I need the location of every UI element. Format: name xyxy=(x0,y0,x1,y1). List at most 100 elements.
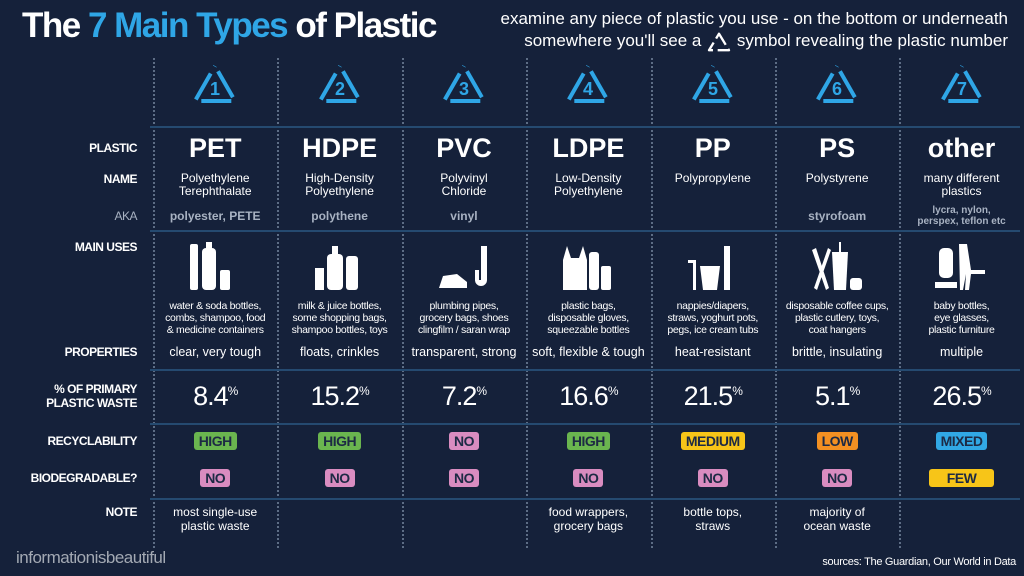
biodegradable-badge: NO xyxy=(697,468,728,487)
recyclability-badge: HIGH xyxy=(193,431,237,450)
svg-text:3: 3 xyxy=(459,79,469,99)
recyclability-badge: HIGH xyxy=(566,431,610,450)
plastic-name: many different plastics xyxy=(923,171,1000,198)
cell-other: MIXED xyxy=(899,431,1023,451)
divider xyxy=(150,423,1020,425)
cell-LDPE: plastic bags, disposable gloves, squeezabl… xyxy=(526,240,650,345)
name-row: NAME Polyethylene Terephthalate High-Densit… xyxy=(0,170,1024,202)
bag-bottle-glove-icon xyxy=(563,246,612,290)
recycle-4-icon: 4 xyxy=(566,64,611,103)
recyclability-badge: HIGH xyxy=(318,431,362,450)
cell-PET: NO xyxy=(153,468,277,488)
page-title: The 7 Main Types of Plastic xyxy=(22,6,437,45)
subtitle-line-2: somewhere you'll see a symbol revealing … xyxy=(524,31,1008,51)
cell-PS: LOW xyxy=(775,431,899,451)
cell-HDPE: HDPE xyxy=(277,133,401,164)
cell-PS: PS xyxy=(775,133,899,164)
row-label-biodegradable: BIODEGRADABLE? xyxy=(30,471,138,485)
plastic-name: Polypropylene xyxy=(674,171,751,185)
cell-PP: NO xyxy=(651,468,775,488)
recycle-3-icon: 3 xyxy=(441,64,486,103)
cell-other xyxy=(899,505,1023,543)
cell-PVC xyxy=(402,505,526,543)
properties-text: transparent, strong xyxy=(411,345,517,359)
note-text: bottle tops, straws xyxy=(683,505,743,533)
properties-row: PROPERTIES clear, very tough floats, crink… xyxy=(0,345,1024,369)
properties-text: brittle, insulating xyxy=(791,345,883,359)
row-label-properties: PROPERTIES xyxy=(64,345,138,359)
cell-HDPE: High-Density Polyethylene xyxy=(277,172,401,202)
recycle-number-row: 1 2 3 4 5 6 7 xyxy=(0,58,1024,126)
cell-PS: styrofoam xyxy=(775,209,899,223)
plastic-name: High-Density Polyethylene xyxy=(305,171,374,198)
cell-other: FEW xyxy=(899,468,1023,488)
waste-percent: 5.1% xyxy=(815,380,860,411)
cell-PET: polyester, PETE xyxy=(153,209,277,223)
svg-text:1: 1 xyxy=(210,79,220,99)
cell-PP: PP xyxy=(651,133,775,164)
plastic-name: Polyvinyl Chloride xyxy=(440,171,488,198)
plastic-row: PLASTIC PET HDPE PVC LDPE PP PS other xyxy=(0,126,1024,170)
cell-other: other xyxy=(899,133,1023,164)
cell-other: baby bottles, eye glasses, plastic furnitu… xyxy=(899,240,1023,345)
cell-PVC: NO xyxy=(402,431,526,451)
cell-HDPE: 2 xyxy=(277,58,401,126)
biodegradable-badge: FEW xyxy=(928,468,995,487)
divider xyxy=(150,230,1020,232)
properties-text: multiple xyxy=(940,345,984,359)
waste-percent: 8.4% xyxy=(193,380,238,411)
plastic-code: PS xyxy=(819,132,856,163)
row-label-note: NOTE xyxy=(105,505,138,519)
recycle-6-icon: 6 xyxy=(815,64,860,103)
plastic-name: Polystyrene xyxy=(805,171,869,185)
baby-bottle-chair-glasses-icon xyxy=(934,244,985,290)
cell-PET: most single-use plastic waste xyxy=(153,505,277,543)
milk-jug-bottle-icon xyxy=(314,246,358,290)
cell-PET: Polyethylene Terephthalate xyxy=(153,172,277,202)
cell-HDPE: milk & juice bottles, some shopping bags,… xyxy=(277,240,401,345)
row-label-aka: AKA xyxy=(114,209,137,223)
cell-PET: 8.4% xyxy=(153,381,277,412)
cell-LDPE: HIGH xyxy=(526,431,650,451)
svg-text:4: 4 xyxy=(583,79,593,99)
recyclability-badge: MEDIUM xyxy=(680,431,745,450)
cell-PET: HIGH xyxy=(153,431,277,451)
row-label-plastic: PLASTIC xyxy=(89,141,137,155)
row-label-name: NAME xyxy=(103,172,138,186)
cell-PVC: vinyl xyxy=(402,209,526,223)
svg-text:5: 5 xyxy=(708,79,718,99)
cell-LDPE: Low-Density Polyethylene xyxy=(526,172,650,202)
cell-other: 7 xyxy=(899,58,1023,126)
shoe-pipe-icon xyxy=(438,246,487,288)
cell-PP: Polypropylene xyxy=(651,172,775,202)
cell-PVC: 3 xyxy=(402,58,526,126)
main-uses-text: disposable coffee cups, plastic cutlery, … xyxy=(785,300,889,336)
plastic-aka: vinyl xyxy=(450,209,478,223)
plastic-name: Low-Density Polyethylene xyxy=(554,171,623,198)
cell-HDPE xyxy=(277,505,401,543)
cell-LDPE: food wrappers, grocery bags xyxy=(526,505,650,543)
plastic-code: HDPE xyxy=(302,132,378,163)
main-uses-text: baby bottles, eye glasses, plastic furnitu… xyxy=(928,300,995,336)
cell-HDPE: floats, crinkles xyxy=(277,345,401,369)
note-row: NOTE most single-use plastic waste food wra… xyxy=(0,497,1024,543)
cutlery-cup-toy-icon xyxy=(812,242,863,290)
plastic-code: PET xyxy=(188,132,242,163)
main-uses-text: plastic bags, disposable gloves, squeezabl… xyxy=(547,300,630,336)
cell-other: lycra, nylon, perspex, teflon etc xyxy=(899,205,1023,227)
biodegradable-row: BIODEGRADABLE? NO NO NO NO NO NO FEW xyxy=(0,459,1024,497)
row-label-percent: % OF PRIMARY PLASTIC WASTE xyxy=(46,382,137,410)
recyclability-badge: LOW xyxy=(816,431,858,450)
cell-PP: 5 xyxy=(651,58,775,126)
cell-PVC: NO xyxy=(402,468,526,488)
comb-bottle-icon xyxy=(190,242,231,290)
divider xyxy=(150,369,1020,371)
biodegradable-badge: NO xyxy=(448,468,479,487)
biodegradable-badge: NO xyxy=(573,468,604,487)
cell-PS: brittle, insulating xyxy=(775,345,899,369)
cell-PP: MEDIUM xyxy=(651,431,775,451)
cell-HDPE: NO xyxy=(277,468,401,488)
plastic-code: LDPE xyxy=(552,132,625,163)
svg-text:2: 2 xyxy=(335,79,345,99)
cell-HDPE: HIGH xyxy=(277,431,401,451)
